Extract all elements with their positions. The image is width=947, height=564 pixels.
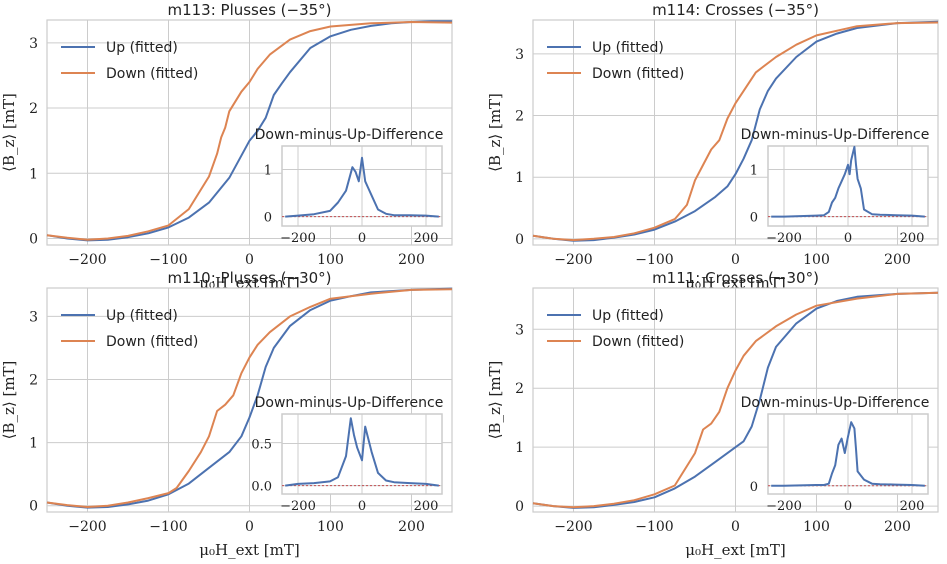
x-tick-label: −100 (149, 252, 187, 268)
x-tick-label: 200 (398, 519, 425, 535)
inset-title: Down-minus-Up-Difference (741, 395, 930, 411)
series-line-up (46, 20, 452, 242)
y-tick-label: 1 (29, 436, 38, 452)
inset-y-tick-label: 1 (750, 164, 758, 179)
x-axis-label: μ₀H_ext [mT] (199, 541, 299, 559)
legend-entry: Down (fitted) (106, 334, 198, 350)
inset-x-tick-label: 0 (358, 231, 366, 246)
inset-difference-line (285, 156, 439, 218)
x-tick-label: 100 (317, 252, 344, 268)
x-tick-label: −100 (635, 252, 673, 268)
inset-y-tick-label: 0 (750, 480, 758, 495)
inset-plot: −200 0 200 0 Down-minus-Up-Difference (741, 395, 930, 514)
inset-y-tick-label: 0 (750, 211, 758, 226)
y-tick-label: 3 (515, 322, 524, 338)
y-tick-label: 0 (515, 499, 524, 515)
inset-difference-line (771, 421, 925, 487)
panel-title: m111: Crosses (−30°) (652, 269, 819, 287)
x-tick-label: 100 (803, 519, 830, 535)
inset-difference-line (771, 145, 925, 218)
legend-entry: Up (fitted) (106, 308, 178, 324)
inset-difference-line (285, 417, 439, 487)
inset-y-tick-label: 0.5 (251, 437, 272, 452)
panel-title: m113: Plusses (−35°) (167, 1, 331, 19)
series-line-down (46, 21, 453, 241)
legend-entry: Up (fitted) (592, 308, 664, 324)
y-tick-label: 1 (515, 440, 524, 456)
inset-plot: −200 0 200 0.0 0.5 Down-minus-Up-Difference (251, 395, 443, 514)
inset-x-tick-label: 200 (900, 499, 925, 514)
inset-x-tick-label: 0 (844, 499, 852, 514)
y-axis-label: ⟨B_z⟩ [mT] (0, 93, 18, 172)
y-tick-label: 2 (29, 372, 38, 388)
panel-title: m110: Plusses (−30°) (167, 269, 331, 287)
x-tick-label: 200 (884, 252, 911, 268)
series-line-down (532, 291, 939, 509)
legend-entry: Down (fitted) (106, 66, 198, 82)
x-tick-label: −200 (554, 519, 592, 535)
y-tick-label: 0 (515, 232, 524, 248)
x-tick-label: 0 (245, 519, 254, 535)
legend-entry: Down (fitted) (592, 334, 684, 350)
legend-entry: Down (fitted) (592, 66, 684, 82)
inset-plot: −200 0 200 0 1 Down-minus-Up-Difference (255, 127, 444, 246)
x-axis-label: μ₀H_ext [mT] (685, 541, 785, 559)
panel-title: m114: Crosses (−35°) (652, 1, 819, 19)
y-tick-label: 3 (29, 36, 38, 52)
y-tick-label: 2 (515, 381, 524, 397)
y-axis-label: ⟨B_z⟩ [mT] (0, 361, 18, 440)
y-tick-label: 0 (29, 499, 38, 515)
inset-title: Down-minus-Up-Difference (255, 395, 444, 411)
legend-entry: Up (fitted) (106, 40, 178, 56)
x-tick-label: 200 (398, 252, 425, 268)
inset-x-tick-label: −200 (766, 231, 802, 246)
x-tick-label: −200 (68, 252, 106, 268)
x-tick-label: 0 (731, 252, 740, 268)
chart-panel-3: −200 −100 0 100 200 0 1 2 3 m110: Plusses (−30°) μ… (0, 269, 453, 559)
legend-entry: Up (fitted) (592, 40, 664, 56)
series-line-down (46, 288, 453, 508)
x-tick-label: 100 (803, 252, 830, 268)
x-tick-label: −200 (68, 519, 106, 535)
series-line-down (532, 21, 939, 242)
inset-x-tick-label: −200 (280, 231, 316, 246)
x-tick-label: 200 (884, 519, 911, 535)
y-tick-label: 2 (515, 109, 524, 125)
inset-x-tick-label: 200 (414, 231, 439, 246)
y-tick-label: 3 (29, 309, 38, 325)
inset-y-tick-label: 0 (264, 211, 272, 226)
y-tick-label: 2 (29, 101, 38, 117)
y-axis-label: ⟨B_z⟩ [mT] (486, 93, 504, 172)
y-tick-label: 3 (515, 47, 524, 63)
inset-x-tick-label: 0 (844, 231, 852, 246)
x-tick-label: −100 (635, 519, 673, 535)
inset-y-tick-label: 0.0 (251, 480, 272, 495)
inset-y-tick-label: 1 (264, 164, 272, 179)
inset-plot: −200 0 200 0 1 Down-minus-Up-Difference (741, 127, 930, 246)
inset-title: Down-minus-Up-Difference (741, 127, 930, 143)
y-tick-label: 1 (515, 170, 524, 186)
y-tick-label: 0 (29, 231, 38, 247)
inset-x-tick-label: 200 (414, 499, 439, 514)
inset-x-tick-label: 0 (358, 499, 366, 514)
x-tick-label: 0 (731, 519, 740, 535)
y-tick-label: 1 (29, 166, 38, 182)
x-tick-label: −200 (554, 252, 592, 268)
x-tick-label: 100 (317, 519, 344, 535)
chart-panel-4: −200 −100 0 100 200 0 1 2 3 m111: Crosses (−30°) μ… (486, 269, 939, 559)
inset-x-tick-label: −200 (280, 499, 316, 514)
inset-x-tick-label: 200 (900, 231, 925, 246)
inset-x-tick-label: −200 (766, 499, 802, 514)
inset-title: Down-minus-Up-Difference (255, 127, 444, 143)
x-tick-label: −100 (149, 519, 187, 535)
x-tick-label: 0 (245, 252, 254, 268)
y-axis-label: ⟨B_z⟩ [mT] (486, 361, 504, 440)
